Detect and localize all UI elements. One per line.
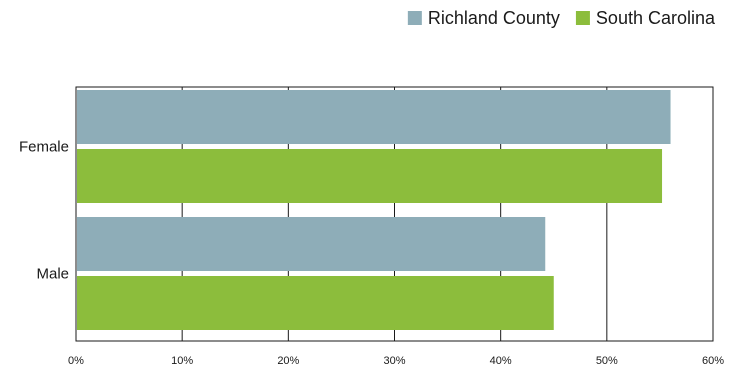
legend-swatch-south-carolina (575, 11, 590, 25)
x-tick-label-50: 50% (596, 355, 618, 367)
chart-bars (77, 90, 671, 330)
bar-male-richland-county (77, 217, 546, 271)
x-tick-label-20: 20% (277, 355, 299, 367)
plot-area-frame (75, 86, 714, 342)
legend-label-south-carolina: South Carolina (596, 8, 716, 28)
x-axis-tick-labels: 0% 10% 20% 30% 40% 50% 60% (68, 355, 724, 367)
x-tick-label-40: 40% (490, 355, 512, 367)
x-tick-label-10: 10% (171, 355, 193, 367)
chart-legend: Richland County South Carolina (407, 8, 716, 28)
x-tick-label-30: 30% (383, 355, 405, 367)
bar-female-richland-county (77, 90, 671, 144)
category-label-female: Female (19, 139, 69, 156)
legend-label-richland-county: Richland County (428, 8, 560, 28)
x-tick-label-60: 60% (702, 355, 724, 367)
bar-male-south-carolina (77, 276, 554, 330)
legend-item-richland-county: Richland County (407, 8, 560, 28)
x-tick-label-0: 0% (68, 355, 84, 367)
legend-item-south-carolina: South Carolina (575, 8, 716, 28)
legend-swatch-richland-county (407, 11, 422, 25)
category-label-male: Male (36, 266, 69, 283)
category-labels: Female Male (19, 139, 69, 283)
bar-female-south-carolina (77, 149, 663, 203)
